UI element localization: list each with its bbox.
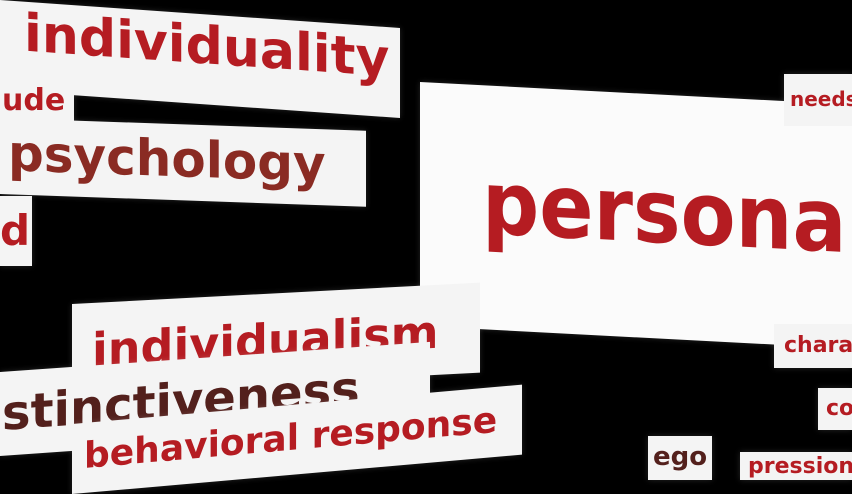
- word-card-psychology: psychology: [0, 118, 366, 207]
- word-character: chara: [784, 333, 852, 358]
- word-expression: pression: [748, 454, 852, 479]
- word-card-expression: pression: [740, 452, 852, 480]
- word-card-d: d: [0, 196, 32, 266]
- word-card-co: co: [818, 388, 852, 430]
- word-co-fragment: co: [826, 396, 852, 421]
- word-card-ego: ego: [648, 436, 712, 480]
- word-personality: personalit: [482, 151, 852, 278]
- word-attitude-fragment: ude: [2, 83, 66, 118]
- word-card-attitude: ude: [0, 76, 74, 124]
- word-psychology: psychology: [8, 124, 326, 194]
- word-individuality: individuality: [24, 3, 390, 90]
- word-card-needs: needs: [784, 74, 852, 126]
- word-card-character: chara: [774, 324, 852, 368]
- word-needs: needs: [790, 87, 852, 111]
- word-ego: ego: [653, 442, 708, 472]
- word-d-fragment: d: [0, 206, 31, 255]
